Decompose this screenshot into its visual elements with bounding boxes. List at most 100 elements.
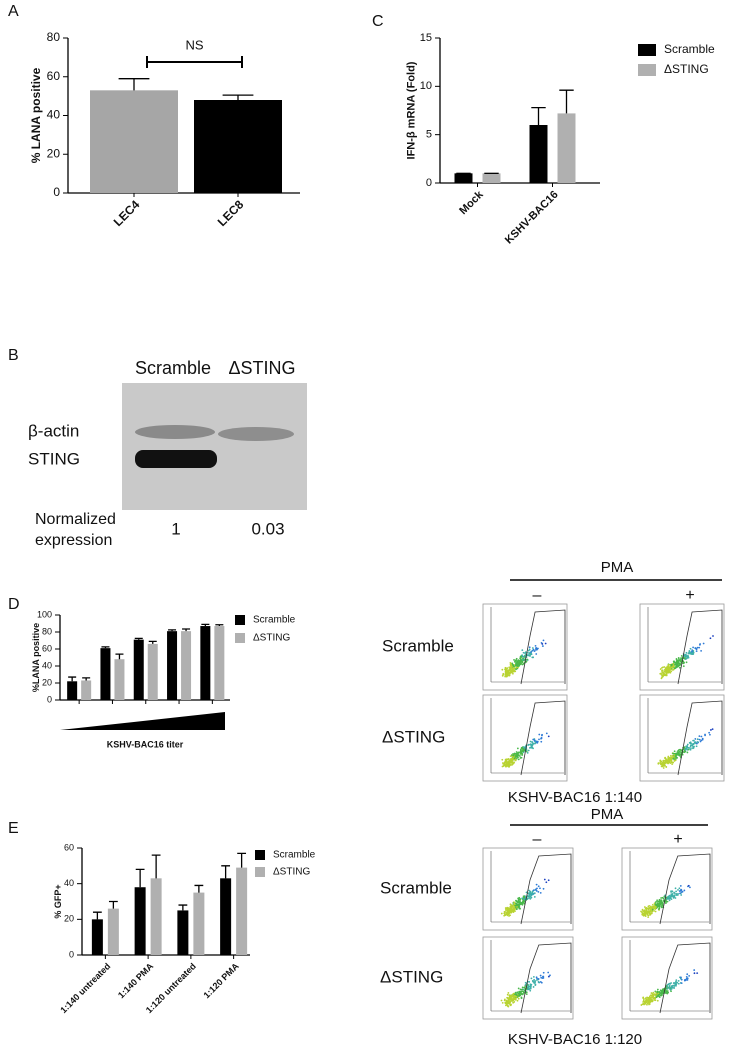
flow-event — [668, 761, 671, 764]
flow-event — [686, 656, 689, 659]
flow-event — [512, 911, 515, 914]
flow-event — [518, 664, 521, 667]
flow-event — [522, 746, 525, 748]
flow-event — [669, 667, 672, 670]
flow-event — [710, 729, 712, 731]
y-tick-label: 20 — [47, 146, 61, 160]
flow-event — [542, 975, 544, 978]
flow-event — [535, 653, 538, 655]
flow-event — [652, 996, 655, 999]
flow-event — [685, 661, 688, 664]
flow-event — [535, 890, 538, 892]
flow-event — [675, 665, 677, 668]
flow-event — [533, 978, 536, 981]
flow-event — [660, 765, 663, 768]
error-bar — [134, 637, 143, 640]
flow-event — [519, 753, 522, 755]
bar — [177, 910, 189, 955]
flow-event — [514, 910, 516, 913]
flow-event — [528, 743, 530, 746]
flow-event — [531, 979, 534, 982]
flow-event — [702, 642, 705, 645]
error-bar — [194, 884, 204, 893]
flow-event — [668, 897, 670, 900]
flow-event — [517, 987, 520, 990]
y-tick-label: 60 — [47, 69, 61, 83]
flow-event — [668, 669, 671, 672]
flow-event — [651, 998, 653, 1001]
flow-event — [534, 980, 537, 982]
flow-event — [516, 752, 519, 755]
row-label: expression — [35, 532, 112, 549]
flow-event — [673, 987, 675, 989]
flow-event — [509, 907, 512, 909]
flow-event — [526, 752, 529, 754]
flow-event — [514, 759, 517, 762]
flow-event — [647, 1001, 649, 1004]
blot-band — [135, 425, 215, 439]
flow-event — [511, 758, 513, 761]
flow-event — [643, 1003, 645, 1006]
flow-event — [525, 660, 528, 663]
flow-event — [688, 650, 691, 652]
panel-label: D — [8, 596, 20, 613]
flow-event — [534, 888, 537, 891]
error-bar — [101, 646, 110, 649]
y-tick-label: 0 — [53, 185, 60, 199]
column-label: – — [533, 587, 542, 604]
flow-event — [507, 992, 510, 994]
flow-event — [689, 647, 692, 650]
flow-event — [689, 744, 692, 747]
flow-event — [525, 993, 528, 995]
bar — [200, 626, 211, 700]
bar — [557, 113, 576, 183]
flow-event — [515, 900, 518, 902]
flow-event — [644, 1001, 646, 1004]
error-bar — [222, 94, 254, 100]
flow-event — [507, 674, 510, 677]
row-label: ΔSTING — [382, 727, 445, 746]
flow-event — [648, 904, 651, 907]
flow-event — [682, 662, 685, 665]
flow-event — [521, 649, 524, 652]
flow-event — [666, 669, 669, 671]
flow-event — [541, 645, 544, 647]
flow-event — [542, 887, 545, 890]
flow-event — [520, 756, 523, 759]
y-tick-label: 80 — [47, 30, 61, 44]
flow-event — [507, 999, 510, 1002]
flow-event — [529, 989, 532, 992]
flow-event — [537, 885, 540, 888]
error-bar — [182, 628, 191, 632]
error-bar — [115, 653, 124, 660]
flow-event — [658, 903, 661, 905]
flow-event — [521, 658, 524, 661]
flow-event — [510, 997, 513, 999]
bar — [482, 173, 501, 183]
flow-event — [678, 752, 681, 755]
flow-event — [672, 752, 674, 755]
flow-event — [534, 644, 537, 647]
flow-gate — [659, 942, 711, 1014]
flow-event — [523, 986, 526, 989]
flow-event — [647, 1000, 650, 1003]
flow-event — [660, 900, 663, 903]
flow-event — [657, 762, 660, 765]
flow-event — [530, 985, 532, 988]
flow-event — [660, 897, 663, 899]
flow-event — [513, 903, 516, 906]
flow-event — [518, 751, 521, 754]
flow-event — [522, 662, 525, 665]
flow-event — [532, 975, 535, 978]
flow-event — [510, 904, 513, 907]
expression-value: 1 — [171, 519, 180, 538]
flow-event — [528, 646, 531, 649]
flow-event — [542, 639, 545, 642]
flow-event — [508, 666, 511, 669]
flow-event — [517, 992, 520, 995]
bar — [236, 867, 248, 955]
legend-label: Scramble — [273, 850, 316, 861]
flow-event — [509, 755, 512, 758]
flow-event — [533, 896, 536, 898]
flow-event — [673, 661, 676, 664]
